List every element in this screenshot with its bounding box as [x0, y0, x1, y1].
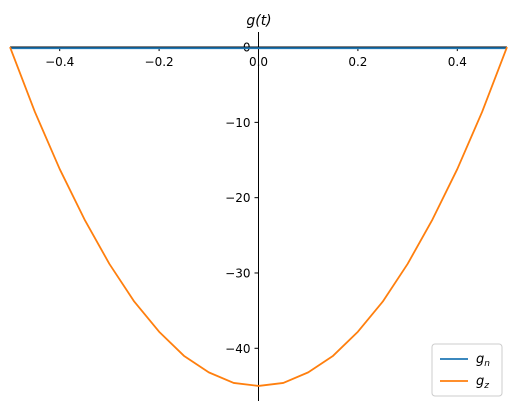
ticks: −0.4 −0.2 0.0 0.2 0.40−10−20−30−40 — [45, 41, 467, 356]
y-tick-label: −40 — [225, 342, 250, 356]
x-tick-label: −0.4 — [45, 55, 74, 69]
legend-box — [431, 343, 503, 397]
x-tick-label: 0.4 — [448, 55, 467, 69]
y-tick-label: −10 — [225, 116, 250, 130]
y-tick-label: −30 — [225, 266, 250, 280]
x-tick-label: −0.2 — [145, 55, 174, 69]
x-tick-label: 0.0 — [249, 55, 268, 69]
x-tick-label: 0.2 — [348, 55, 367, 69]
y-tick-label: −20 — [225, 191, 250, 205]
chart-title: g(t) — [246, 13, 271, 29]
series-line-z — [9, 46, 508, 387]
series-group — [9, 46, 508, 387]
